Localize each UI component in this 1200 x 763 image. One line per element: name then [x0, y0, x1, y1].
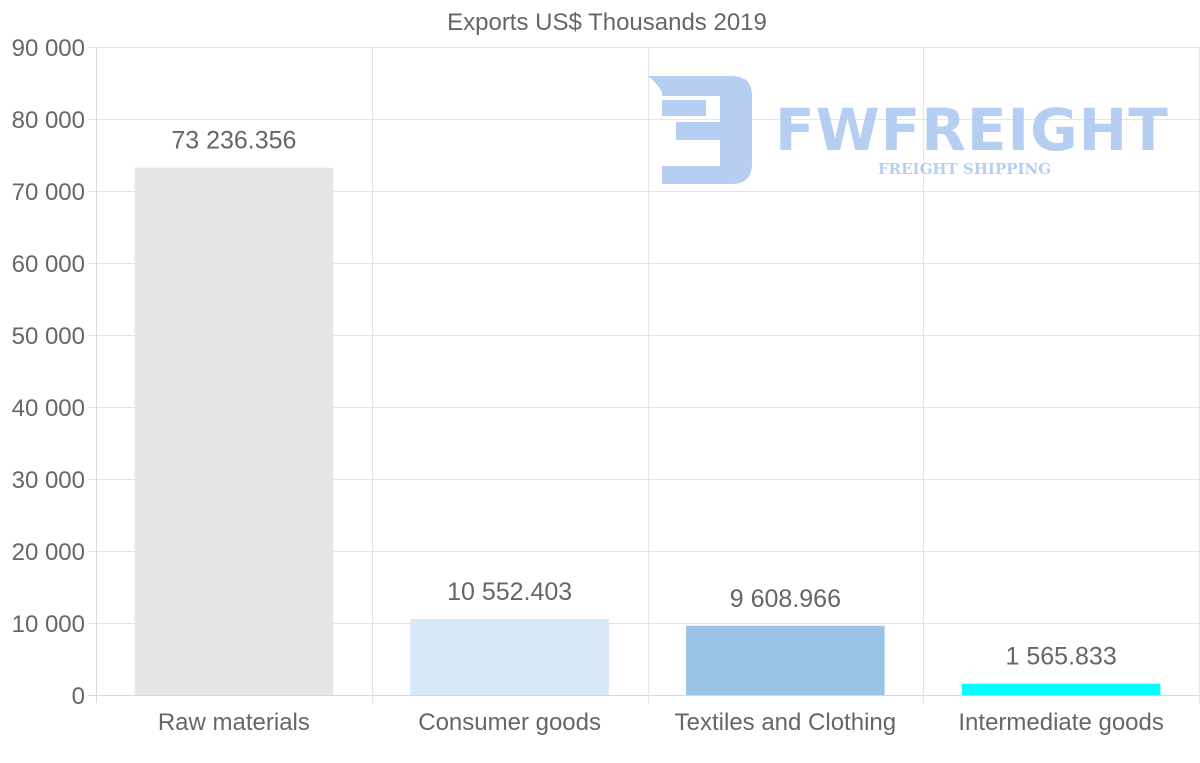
y-tick-label: 70 000 [12, 179, 85, 206]
x-tick-label: Raw materials [158, 709, 310, 736]
x-tick-label: Intermediate goods [958, 709, 1163, 736]
y-tick-label: 20 000 [12, 539, 85, 566]
y-tick-label: 60 000 [12, 251, 85, 278]
data-label: 73 236.356 [171, 127, 296, 155]
bar [410, 619, 609, 695]
y-tick-label: 30 000 [12, 467, 85, 494]
y-tick-label: 0 [72, 683, 85, 710]
data-label: 10 552.403 [447, 578, 572, 606]
x-tick-label: Consumer goods [418, 709, 601, 736]
data-label: 9 608.966 [730, 585, 841, 613]
y-tick-label: 10 000 [12, 611, 85, 638]
data-labels-layer: 73 236.356 10 552.403 9 608.966 1 565.833 [171, 127, 1116, 671]
y-tick-label: 40 000 [12, 395, 85, 422]
x-tick-label: Textiles and Clothing [675, 709, 896, 736]
watermark-logo: FWFREIGHT FREIGHT SHIPPING [648, 76, 1169, 184]
y-tick-label: 90 000 [12, 35, 85, 62]
bar [961, 683, 1161, 695]
watermark-brand: FWFREIGHT [775, 96, 1169, 164]
bar [686, 625, 885, 695]
y-tick-label: 50 000 [12, 323, 85, 350]
chart-title: Exports US$ Thousands 2019 [447, 9, 767, 36]
watermark-tagline: FREIGHT SHIPPING [878, 160, 1051, 178]
y-axis-ticks: 0 10 000 20 000 30 000 40 000 50 000 60 000 70 … [12, 35, 85, 710]
x-axis-ticks: Raw materials Consumer goods Textiles and … [158, 709, 1164, 736]
bar [134, 167, 334, 695]
data-label: 1 565.833 [1006, 643, 1117, 671]
fw-logo-icon [648, 76, 752, 184]
bars-layer [134, 167, 1161, 695]
y-tick-label: 80 000 [12, 107, 85, 134]
